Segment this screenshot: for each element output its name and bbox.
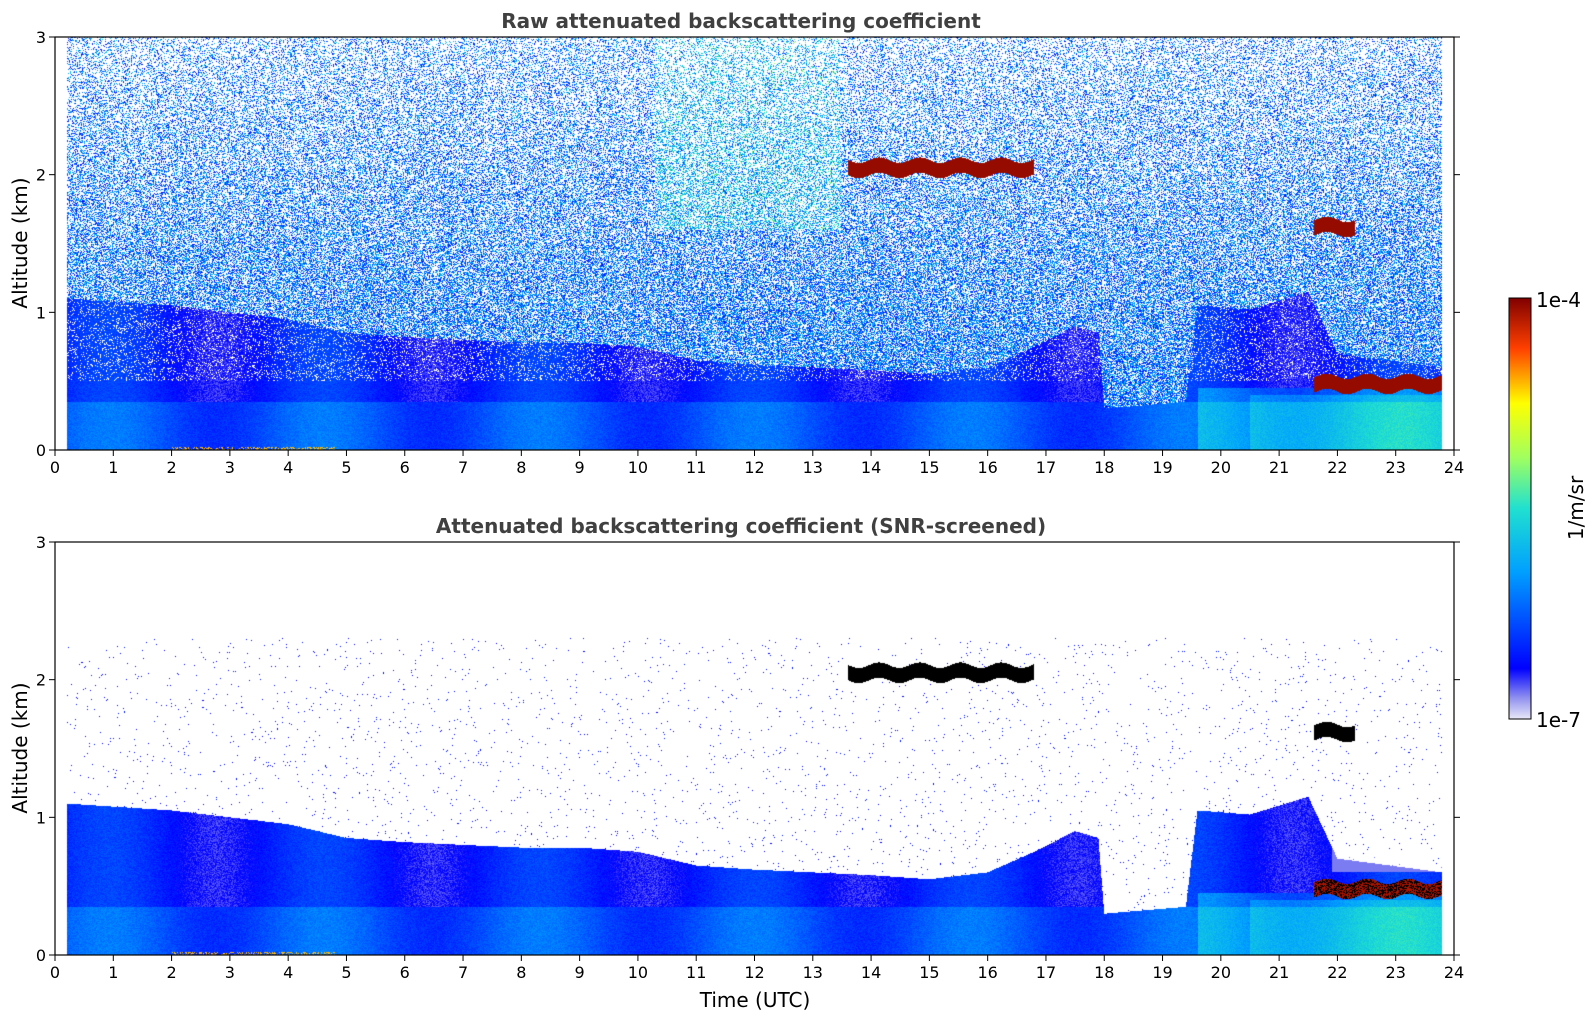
y-axis: 0 1 2 3 bbox=[36, 533, 1460, 965]
x-tick-label: 18 bbox=[1094, 963, 1114, 982]
colorbar-min-label: 1e-7 bbox=[1536, 708, 1581, 732]
y-tick-label: 3 bbox=[36, 533, 46, 552]
x-tick-label: 9 bbox=[575, 458, 585, 477]
heatmap-area bbox=[55, 37, 1454, 450]
x-tick-label: 23 bbox=[1386, 458, 1406, 477]
x-tick-label: 3 bbox=[225, 963, 235, 982]
x-tick-label: 1 bbox=[108, 963, 118, 982]
heatmap-canvas bbox=[55, 542, 1454, 955]
x-tick-label: 8 bbox=[516, 458, 526, 477]
colorbar: 1e-4 1e-7 1/m/sr bbox=[1508, 288, 1588, 732]
panel-title: Attenuated backscattering coefficient (S… bbox=[436, 514, 1046, 538]
x-tick-label: 18 bbox=[1094, 458, 1114, 477]
x-tick-label: 15 bbox=[919, 963, 939, 982]
heatmap-area bbox=[55, 542, 1454, 955]
x-tick-label: 14 bbox=[861, 458, 881, 477]
y-axis: 0 1 2 3 bbox=[36, 28, 1460, 460]
x-tick-label: 7 bbox=[458, 458, 468, 477]
x-tick-label: 21 bbox=[1269, 458, 1289, 477]
x-tick-label: 23 bbox=[1386, 963, 1406, 982]
x-tick-label: 14 bbox=[861, 963, 881, 982]
x-tick-label: 13 bbox=[803, 963, 823, 982]
panel-title: Raw attenuated backscattering coefficien… bbox=[501, 9, 981, 33]
x-tick-label: 22 bbox=[1327, 963, 1347, 982]
x-axis-label: Time (UTC) bbox=[699, 988, 811, 1012]
x-tick-label: 2 bbox=[166, 458, 176, 477]
colorbar-gradient bbox=[1508, 297, 1532, 720]
x-tick-label: 8 bbox=[516, 963, 526, 982]
x-axis: 0 1 2 3 4 5 6 7 8 9 10 11 12 13 14 15 16 17 18 19 20 21 22 23 24 bbox=[50, 955, 1464, 982]
x-tick-label: 24 bbox=[1444, 963, 1464, 982]
x-tick-label: 4 bbox=[283, 458, 293, 477]
x-tick-label: 6 bbox=[400, 458, 410, 477]
x-tick-label: 3 bbox=[225, 458, 235, 477]
y-tick-label: 1 bbox=[36, 303, 46, 322]
colorbar-max-label: 1e-4 bbox=[1536, 288, 1581, 312]
x-axis: 0 1 2 3 4 5 6 7 8 9 10 11 12 13 14 15 16 17 18 19 20 21 22 23 24 bbox=[50, 450, 1464, 477]
y-axis-label: Altitude (km) bbox=[8, 177, 32, 308]
y-tick-label: 3 bbox=[36, 28, 46, 47]
colorbar-label: 1/m/sr bbox=[1564, 475, 1588, 540]
x-tick-label: 19 bbox=[1152, 458, 1172, 477]
x-tick-label: 0 bbox=[50, 963, 60, 982]
x-tick-label: 4 bbox=[283, 963, 293, 982]
snr-screened-backscatter-panel: Attenuated backscattering coefficient (S… bbox=[8, 514, 1464, 1012]
x-tick-label: 1 bbox=[108, 458, 118, 477]
x-tick-label: 0 bbox=[50, 458, 60, 477]
x-tick-label: 11 bbox=[686, 458, 706, 477]
x-tick-label: 19 bbox=[1152, 963, 1172, 982]
x-tick-label: 10 bbox=[628, 963, 648, 982]
x-tick-label: 20 bbox=[1211, 458, 1231, 477]
y-tick-label: 2 bbox=[36, 671, 46, 690]
x-tick-label: 12 bbox=[744, 963, 764, 982]
x-tick-label: 24 bbox=[1444, 458, 1464, 477]
x-tick-label: 16 bbox=[977, 458, 997, 477]
x-tick-label: 20 bbox=[1211, 963, 1231, 982]
x-tick-label: 13 bbox=[803, 458, 823, 477]
x-tick-label: 17 bbox=[1036, 963, 1056, 982]
y-tick-label: 0 bbox=[36, 946, 46, 965]
x-tick-label: 9 bbox=[575, 963, 585, 982]
x-tick-label: 5 bbox=[341, 458, 351, 477]
x-tick-label: 11 bbox=[686, 963, 706, 982]
y-tick-label: 2 bbox=[36, 166, 46, 185]
y-axis-label: Altitude (km) bbox=[8, 682, 32, 813]
y-tick-label: 1 bbox=[36, 808, 46, 827]
x-tick-label: 7 bbox=[458, 963, 468, 982]
x-tick-label: 5 bbox=[341, 963, 351, 982]
heatmap-canvas bbox=[55, 37, 1454, 450]
x-tick-label: 16 bbox=[977, 963, 997, 982]
x-tick-label: 2 bbox=[166, 963, 176, 982]
x-tick-label: 15 bbox=[919, 458, 939, 477]
raw-backscatter-panel: Raw attenuated backscattering coefficien… bbox=[8, 9, 1464, 477]
x-tick-label: 12 bbox=[744, 458, 764, 477]
x-tick-label: 21 bbox=[1269, 963, 1289, 982]
y-tick-label: 0 bbox=[36, 441, 46, 460]
x-tick-label: 17 bbox=[1036, 458, 1056, 477]
x-tick-label: 22 bbox=[1327, 458, 1347, 477]
x-tick-label: 10 bbox=[628, 458, 648, 477]
x-tick-label: 6 bbox=[400, 963, 410, 982]
